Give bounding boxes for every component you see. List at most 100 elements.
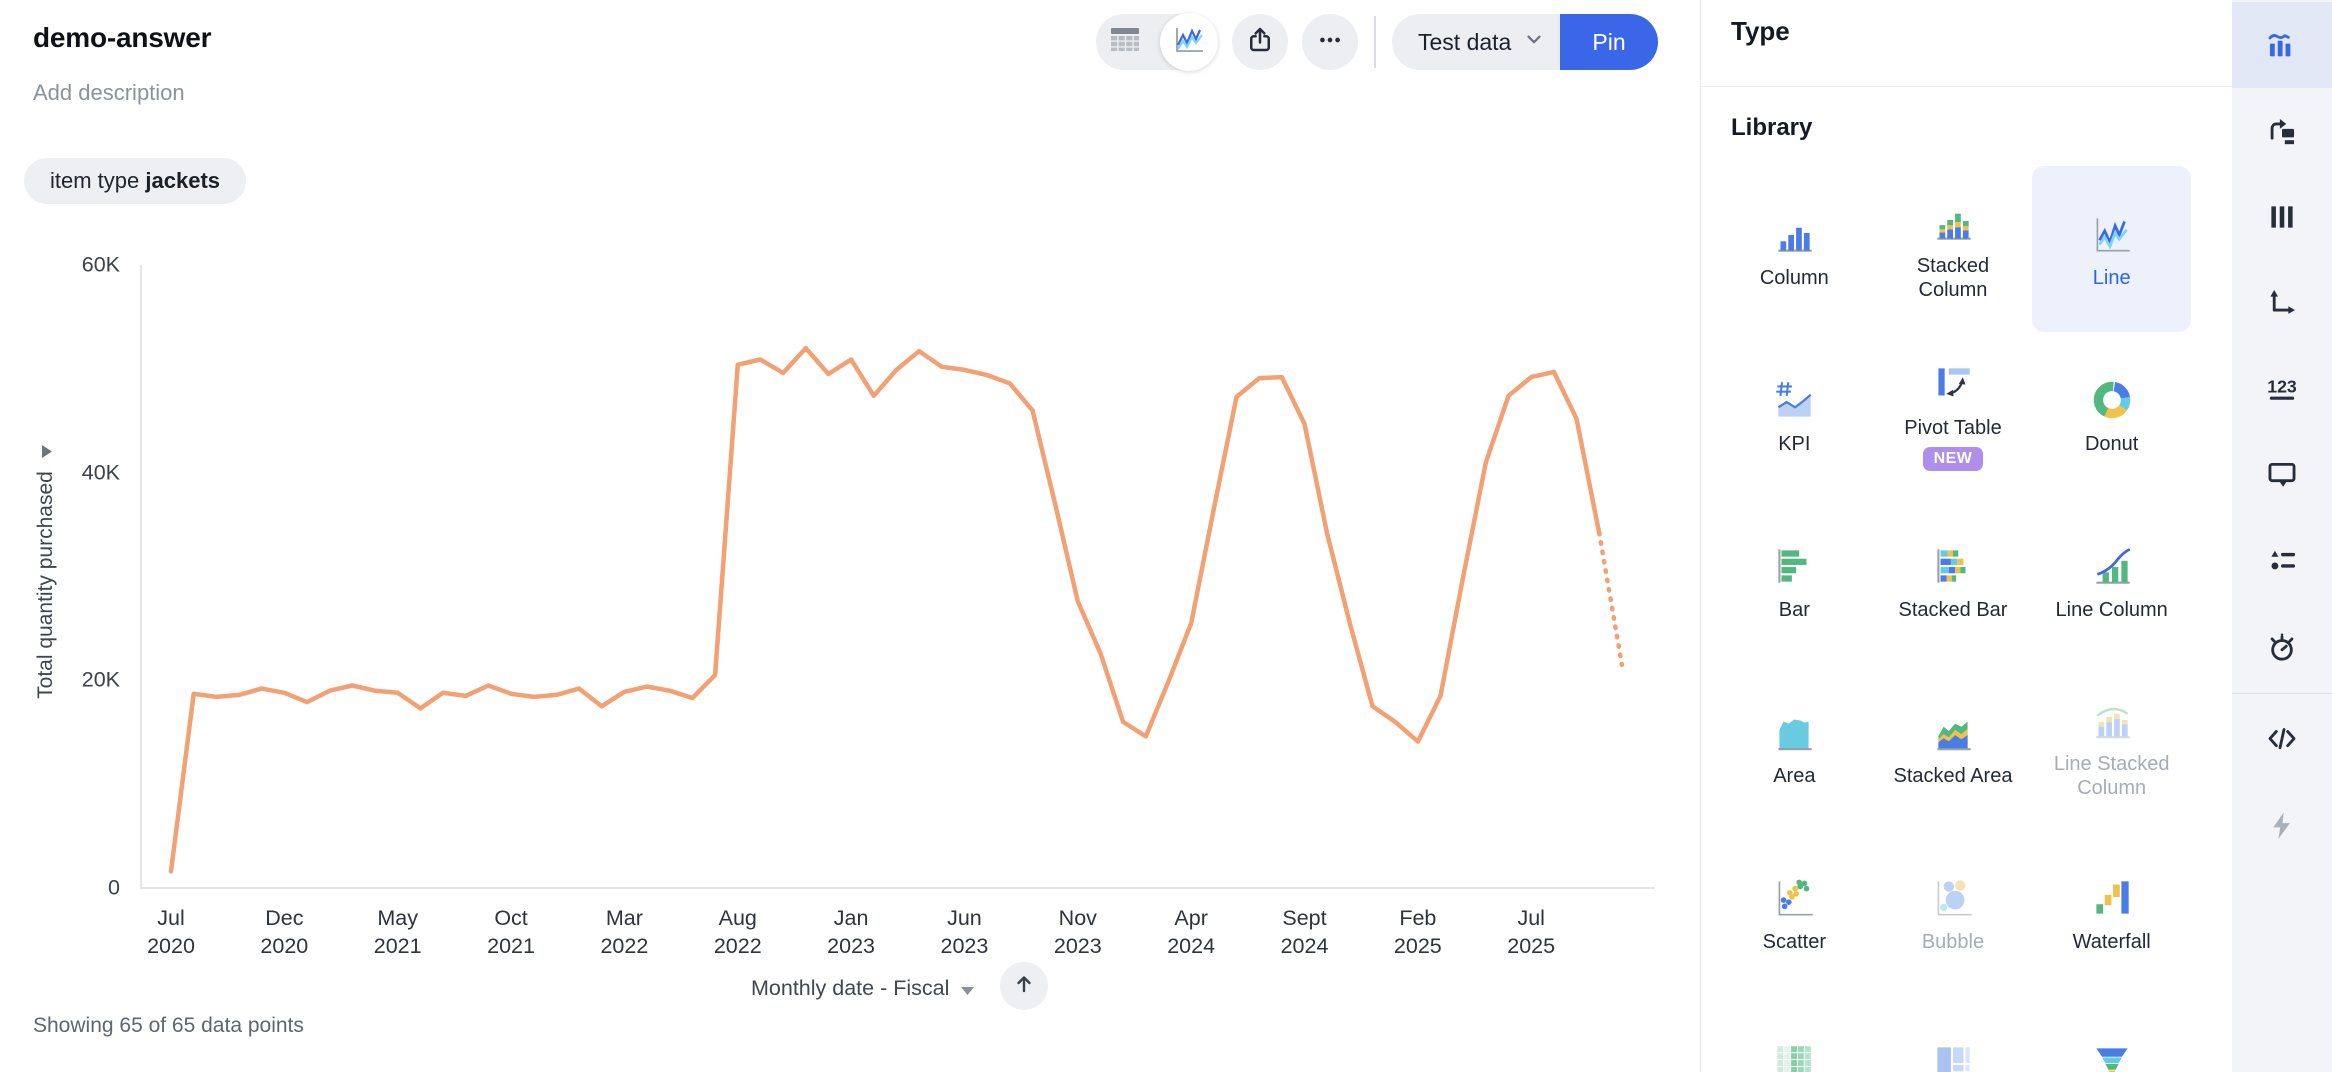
funnel-chart-icon — [2087, 1039, 2137, 1072]
library-item-bar[interactable]: Bar — [1715, 498, 1874, 664]
library-item-scatter[interactable]: Scatter — [1715, 830, 1874, 996]
svg-text:123: 123 — [2267, 377, 2297, 397]
rail-tab-axes[interactable] — [2232, 260, 2332, 346]
chart-type-library: Column Stacked Column Line KPI Pivot Tab… — [1715, 166, 2191, 1072]
share-icon — [1245, 25, 1275, 60]
scatter-chart-icon — [1769, 873, 1819, 923]
library-item-label: Line Column — [2055, 598, 2168, 621]
timer-icon — [2265, 630, 2299, 664]
bar-chart-icon — [1769, 541, 1819, 591]
columns-icon — [2265, 200, 2299, 234]
library-item-line[interactable]: Line — [2032, 166, 2191, 332]
library-item-stacked-bar[interactable]: Stacked Bar — [1874, 498, 2033, 664]
rail-tab-lightning[interactable] — [2232, 783, 2332, 869]
library-item-label: Stacked Area — [1893, 764, 2013, 787]
filter-pill[interactable]: item type jackets — [24, 158, 247, 204]
rail-tab-timer[interactable] — [2232, 604, 2332, 690]
panel-divider — [1701, 86, 2233, 87]
description-placeholder[interactable]: Add description — [33, 80, 185, 105]
x-axis-tick: Dec 2020 — [260, 906, 309, 958]
library-item-label: Waterfall — [2072, 930, 2151, 953]
type-panel: Type Library Column Stacked Column Line … — [1700, 0, 2233, 1072]
library-item-stacked-area[interactable]: Stacked Area — [1874, 664, 2033, 830]
library-item-kpi[interactable]: KPI — [1715, 332, 1874, 498]
pin-button[interactable]: Pin — [1560, 14, 1658, 70]
library-item-label: Donut — [2084, 432, 2139, 455]
library-item-treemap: Treemap — [1874, 996, 2033, 1072]
filter-value: jackets — [145, 168, 221, 193]
library-item-waterfall[interactable]: Waterfall — [2032, 830, 2191, 996]
library-item-pivot-table[interactable]: Pivot Table NEW — [1874, 332, 2033, 498]
x-axis-tick: May 2021 — [373, 906, 422, 958]
table-grid-icon — [1110, 27, 1140, 57]
line-chart-icon — [2087, 209, 2137, 259]
filter-field-label: item type — [50, 168, 140, 193]
library-item-line-column[interactable]: Line Column — [2032, 498, 2191, 664]
share-button[interactable] — [1232, 14, 1288, 70]
series-list-icon — [2265, 544, 2299, 578]
chart-view-button[interactable] — [1160, 13, 1218, 71]
series-line-forecast-dotted — [1596, 530, 1625, 668]
rail-tab-number-format[interactable]: 123 — [2232, 346, 2332, 432]
y-axis-tick: 0 — [108, 875, 120, 900]
chart-type-icon — [2265, 28, 2299, 62]
library-item-funnel[interactable]: Funnel — [2032, 996, 2191, 1072]
caret-right-icon[interactable] — [40, 444, 53, 464]
triangle-down-icon — [961, 976, 975, 1001]
library-item-column[interactable]: Column — [1715, 166, 1874, 332]
library-item-label: Line Stacked Column — [2053, 752, 2170, 799]
code-icon — [2265, 723, 2299, 757]
library-item-label: Line — [2092, 266, 2131, 289]
library-item-area[interactable]: Area — [1715, 664, 1874, 830]
series-line — [168, 345, 1602, 874]
x-axis-tick: Mar 2022 — [600, 906, 649, 958]
pivot-table-chart-icon — [1928, 359, 1978, 409]
arrow-up-icon — [1012, 972, 1036, 1001]
x-field-dropdown[interactable]: Monthly date - Fiscal — [751, 976, 975, 1001]
table-view-button[interactable] — [1096, 14, 1154, 70]
library-item-label: Pivot Table — [1904, 417, 2002, 439]
library-item-label: Stacked Column — [1916, 254, 1990, 301]
rail-tab-columns[interactable] — [2232, 174, 2332, 260]
x-axis-tick: Sept 2024 — [1280, 906, 1329, 958]
chart-plot — [140, 265, 1655, 889]
dataset-dropdown[interactable]: Test data — [1392, 14, 1566, 70]
library-item-label: Stacked Bar — [1898, 598, 2008, 621]
library-section-label: Library — [1731, 114, 1813, 141]
library-item-label: Bubble — [1921, 930, 1985, 953]
y-axis-title: Total quantity purchased — [34, 471, 57, 699]
heatmap-chart-icon — [1769, 1039, 1819, 1072]
y-axis-tick: 40K — [81, 460, 120, 485]
x-axis-tick: Aug 2022 — [713, 906, 762, 958]
rail-tab-chart-type[interactable] — [2232, 2, 2332, 88]
library-item-label: Column — [1759, 266, 1829, 289]
x-axis-tick: Jan 2023 — [827, 906, 876, 958]
more-button[interactable] — [1302, 14, 1358, 70]
area-chart-icon — [1769, 707, 1819, 757]
x-axis-tick: Apr 2024 — [1167, 906, 1216, 958]
rail-divider — [2232, 693, 2332, 694]
page-title[interactable]: demo-answer — [33, 22, 212, 53]
library-item-label: Bar — [1778, 598, 1810, 621]
x-axis-tick: Jul 2020 — [147, 906, 195, 958]
ellipsis-icon — [1316, 26, 1344, 59]
stacked-bar-chart-icon — [1928, 541, 1978, 591]
rail-tab-transform[interactable] — [2232, 88, 2332, 174]
sort-direction-button[interactable] — [1000, 962, 1048, 1010]
axes-icon — [2265, 286, 2299, 320]
y-axis-tick: 60K — [81, 252, 120, 277]
column-chart-icon — [1769, 209, 1819, 259]
dataset-label: Test data — [1418, 28, 1512, 55]
rail-tab-tooltip[interactable] — [2232, 432, 2332, 518]
library-item-donut[interactable]: Donut — [2032, 332, 2191, 498]
rail-tab-code[interactable] — [2232, 697, 2332, 783]
line-column-chart-icon — [2087, 541, 2137, 591]
line-stacked-column-chart-icon — [2087, 695, 2137, 745]
library-item-stacked-column[interactable]: Stacked Column — [1874, 166, 2033, 332]
transform-icon — [2265, 114, 2299, 148]
lightning-icon — [2265, 809, 2299, 843]
rail-tab-series-list[interactable] — [2232, 518, 2332, 604]
number-format-icon: 123 — [2265, 372, 2299, 406]
type-panel-title: Type — [1731, 16, 1790, 46]
